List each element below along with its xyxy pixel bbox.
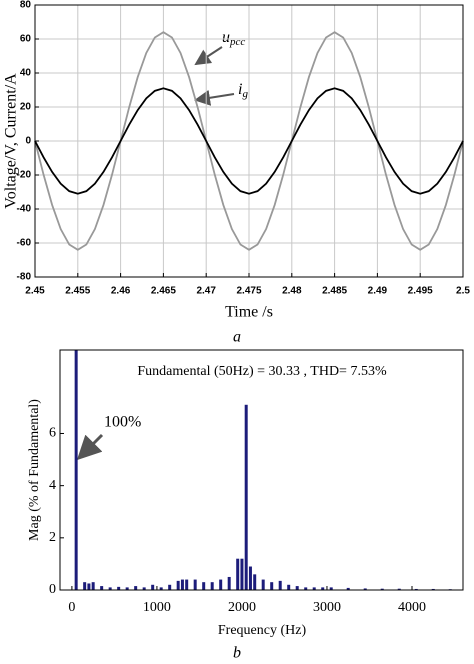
- y-axis-label: Voltage/V, Current/A: [3, 73, 20, 209]
- x-tick-label: 3000: [313, 600, 341, 615]
- bar: [287, 584, 291, 590]
- bar: [380, 588, 384, 590]
- bar: [193, 579, 197, 590]
- bar: [329, 587, 333, 590]
- plot-frame: [34, 4, 464, 278]
- bar: [185, 579, 189, 590]
- x-tick-label: 2.485: [322, 286, 347, 297]
- y-tick-label: 40: [20, 68, 32, 79]
- plot-frame: [59, 349, 464, 591]
- bar: [270, 582, 274, 590]
- arrow: [76, 433, 104, 461]
- x-tick-label: 2.465: [151, 286, 176, 297]
- x-tick-label: 2.48: [282, 286, 302, 297]
- x-tick-label: 2.5: [456, 286, 470, 297]
- bar: [142, 587, 146, 590]
- x-tick-label: 2.45: [25, 286, 45, 297]
- x-tick-label: 4000: [398, 600, 426, 615]
- bar: [180, 579, 184, 590]
- bar: [227, 576, 231, 590]
- bar: [431, 588, 435, 590]
- bars: [74, 350, 452, 590]
- y-tick-label: 0: [25, 136, 31, 147]
- bar: [312, 587, 316, 590]
- bar: [91, 582, 95, 590]
- annotation: ig: [238, 81, 248, 100]
- y-tick-label: -40: [17, 204, 32, 215]
- bar: [176, 580, 180, 590]
- y-tick-label: -60: [17, 238, 32, 249]
- caption: a: [233, 329, 241, 346]
- y-tick-label: 2: [49, 530, 56, 545]
- y-tick-label: 80: [20, 0, 32, 11]
- annotation: 100%: [104, 414, 141, 431]
- bar: [346, 587, 350, 590]
- bar: [117, 586, 121, 590]
- bar: [304, 587, 308, 590]
- bar: [414, 588, 418, 590]
- x-tick-label: 2.475: [236, 286, 261, 297]
- bar: [321, 587, 325, 590]
- bar: [253, 574, 257, 590]
- bar: [236, 558, 240, 590]
- y-axis-label: Mag (% of Fundamental): [27, 399, 42, 541]
- bar: [397, 588, 401, 590]
- bar: [83, 582, 87, 590]
- x-tick-label: 2.495: [408, 286, 433, 297]
- x-tick-label: 2.46: [111, 286, 131, 297]
- x-tick-label: 2000: [228, 600, 256, 615]
- y-tick-label: 60: [20, 34, 32, 45]
- x-axis-label: Time /s: [225, 304, 273, 321]
- x-axis-label: Frequency (Hz): [218, 623, 307, 638]
- x-tick-label: 0: [68, 600, 75, 615]
- x-tick-label: 1000: [143, 600, 171, 615]
- y-tick-label: 20: [20, 102, 32, 113]
- series-line: [34, 87, 464, 195]
- bar: [363, 588, 367, 590]
- y-tick-label: 4: [49, 478, 56, 493]
- bar: [151, 584, 155, 590]
- bar: [100, 586, 104, 590]
- y-tick-label: 6: [49, 426, 56, 441]
- x-tick-label: 2.47: [196, 286, 216, 297]
- x-tick-label: 2.49: [368, 286, 388, 297]
- caption: b: [233, 645, 241, 662]
- bar: [261, 579, 265, 590]
- bar: [74, 350, 78, 590]
- x-tick-label: 2.455: [65, 286, 90, 297]
- bar: [168, 584, 172, 590]
- bar: [219, 579, 223, 590]
- bar: [278, 580, 282, 590]
- bar: [125, 587, 129, 590]
- bar: [295, 586, 299, 590]
- bar: [210, 582, 214, 590]
- bar: [108, 587, 112, 590]
- arrow: [194, 46, 223, 66]
- bar: [248, 566, 252, 590]
- y-tick-label: -20: [17, 170, 32, 181]
- bar: [240, 558, 244, 590]
- bar: [244, 404, 248, 590]
- series-line: [34, 31, 464, 251]
- annotation: upcc: [222, 29, 245, 48]
- bar: [87, 583, 91, 590]
- chart-title: Fundamental (50Hz) = 30.33 , THD= 7.53%: [137, 364, 387, 379]
- bar: [159, 587, 163, 590]
- y-tick-label: -80: [17, 272, 32, 283]
- bar: [202, 582, 206, 590]
- arrow: [194, 89, 235, 106]
- bar: [134, 586, 138, 590]
- y-tick-label: 0: [49, 582, 56, 597]
